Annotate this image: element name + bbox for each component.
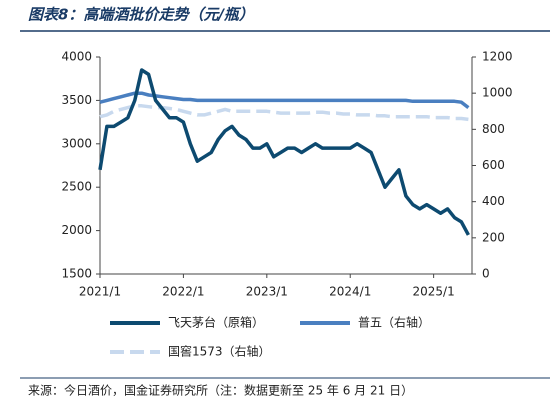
legend-label: 普五（右轴） [358, 315, 430, 330]
y-tick-label: 4000 [61, 50, 92, 64]
x-tick-label: 2022/1 [162, 285, 204, 299]
y-tick-label: 3500 [61, 93, 92, 107]
series-line [98, 68, 470, 236]
y2-tick-label: 1000 [482, 86, 513, 100]
x-tick-label: 2025/1 [413, 285, 455, 299]
legend-label: 国窖1573（右轴） [168, 344, 271, 359]
x-tick-label: 2024/1 [329, 285, 371, 299]
chart-title: 图表8：高端酒批价走势（元/瓶） [28, 6, 254, 24]
y2-tick-label: 0 [482, 267, 490, 281]
y2-tick-label: 600 [482, 158, 505, 172]
y2-tick-label: 200 [482, 230, 505, 244]
x-tick-label: 2021/1 [79, 285, 121, 299]
x-tick-label: 2023/1 [246, 285, 288, 299]
y-tick-label: 1500 [61, 267, 92, 281]
y2-tick-label: 800 [482, 122, 505, 136]
legend-label: 飞天茅台（原箱） [168, 315, 264, 330]
y-tick-label: 3000 [61, 136, 92, 150]
y2-tick-label: 400 [482, 194, 505, 208]
series-line [99, 104, 469, 122]
y-tick-label: 2000 [61, 223, 92, 237]
series-line [99, 91, 470, 109]
y2-tick-label: 1200 [482, 50, 513, 64]
y-tick-label: 2500 [61, 180, 92, 194]
source: 来源：今日酒价，国金证券研究所（注：数据更新至 25 年 6 月 21 日） [28, 383, 413, 398]
